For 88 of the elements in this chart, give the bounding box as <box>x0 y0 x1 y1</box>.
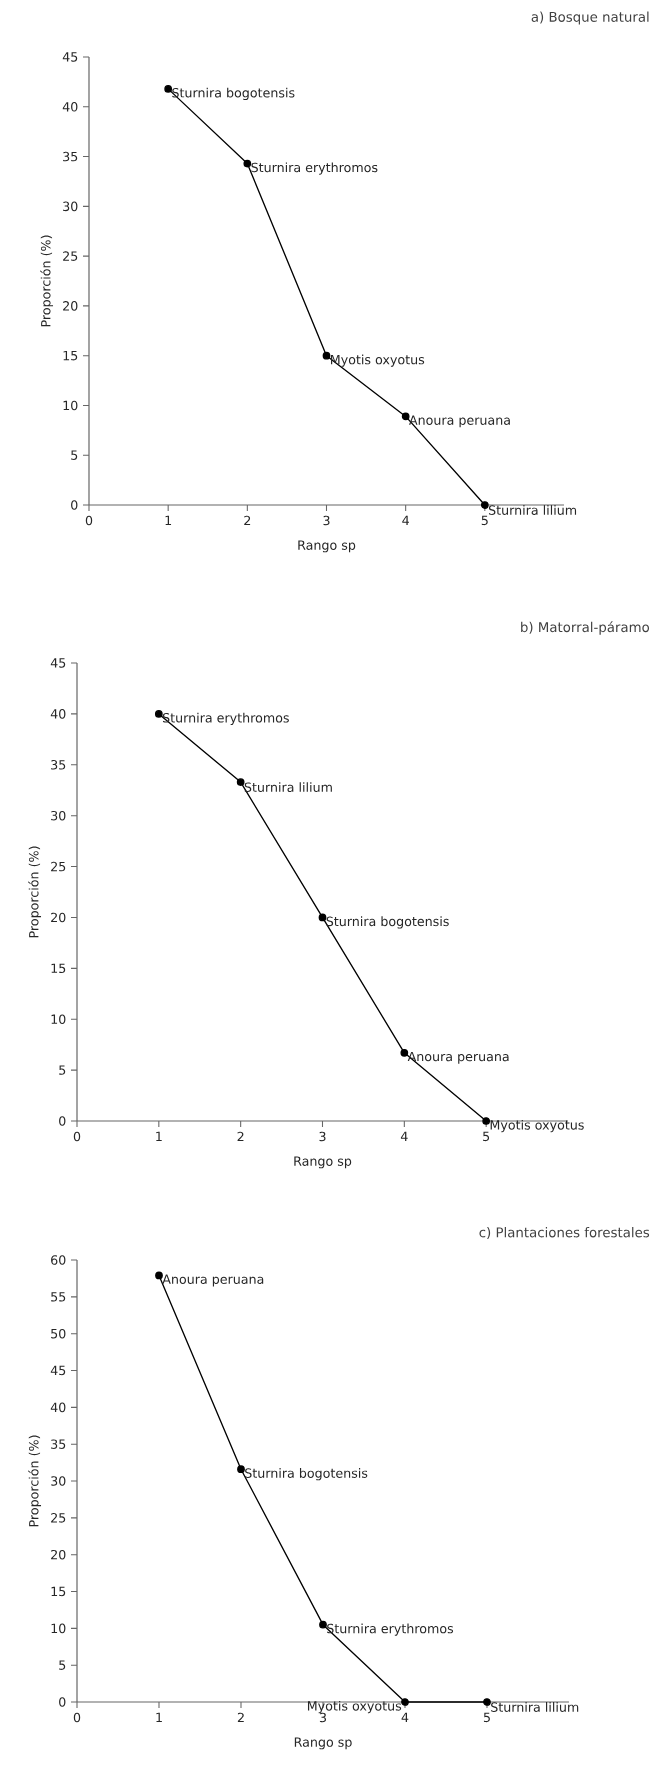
y-tick-label: 60 <box>51 1255 66 1265</box>
y-tick-label: 15 <box>63 350 78 361</box>
annotation: Anoura peruana <box>409 415 510 428</box>
x-tick-label: 5 <box>483 1131 490 1142</box>
y-tick-label: 35 <box>51 760 66 770</box>
annotation: Sturnira lilium <box>488 505 577 515</box>
point <box>482 1117 491 1125</box>
x-axis-title: Rango sp <box>294 1156 352 1169</box>
x-tick-label: 2 <box>237 1131 244 1142</box>
x-tick-label: 1 <box>156 1131 162 1141</box>
y-tick-label: 15 <box>51 1586 66 1597</box>
y-axis-title: Proporción (%) <box>28 846 42 938</box>
x-tick-label: 5 <box>481 515 488 526</box>
point <box>237 1465 245 1474</box>
annotation: Sturnira erythromos <box>162 712 289 726</box>
y-tick-label: 5 <box>59 1065 66 1075</box>
y-tick-label: 30 <box>63 201 78 212</box>
x-axis-title: Rango sp <box>298 540 356 553</box>
y-tick-label: 25 <box>51 861 66 872</box>
x-tick-label: 5 <box>483 1712 490 1723</box>
annotation: Sturnira erythromos <box>251 162 378 175</box>
point <box>480 501 489 509</box>
point <box>155 1271 163 1280</box>
x-tick-label: 3 <box>319 1712 327 1723</box>
x-tick-label: 4 <box>401 1712 409 1722</box>
y-tick-label: 20 <box>63 301 78 311</box>
annotation: Sturnira bogotensis <box>245 1468 368 1481</box>
annotation: Sturnira erythromos <box>327 1623 454 1636</box>
y-axis-title: Proporción (%) <box>28 1435 42 1527</box>
x-tick-label: 1 <box>165 515 172 525</box>
x-tick-label: 4 <box>402 515 409 525</box>
x-tick-label: 2 <box>244 515 251 526</box>
y-tick-label: 25 <box>63 251 78 261</box>
point <box>483 1698 491 1706</box>
annotation: Anoura peruana <box>407 1051 509 1064</box>
chart-title: c) Plantaciones forestales <box>479 1227 650 1239</box>
y-tick-label: 40 <box>50 1402 66 1413</box>
point <box>318 913 327 922</box>
point <box>401 1698 409 1706</box>
y-tick-label: 10 <box>51 1014 66 1025</box>
y-tick-label: 50 <box>51 1328 66 1339</box>
chart-title: a) Bosque natural <box>531 11 649 25</box>
y-tick-label: 45 <box>62 52 78 62</box>
point <box>401 412 410 421</box>
y-tick-label: 55 <box>51 1292 66 1302</box>
annotation: Sturnira bogotensis <box>172 87 295 101</box>
y-tick-label: 10 <box>63 400 78 411</box>
y-tick-label: 0 <box>59 1697 66 1707</box>
annotation: Myotis oxyotus <box>490 1119 584 1133</box>
annotation: Anoura peruana <box>162 1274 264 1287</box>
y-tick-label: 5 <box>71 450 78 460</box>
point <box>322 351 331 360</box>
y-tick-label: 5 <box>59 1660 66 1670</box>
y-tick-label: 30 <box>51 810 66 821</box>
annotation: Sturnira bogotensis <box>326 916 449 929</box>
y-tick-label: 40 <box>62 102 78 112</box>
x-tick-label: 3 <box>323 515 330 526</box>
x-tick-label: 0 <box>85 515 93 526</box>
annotation: Sturnira lilium <box>244 782 332 793</box>
y-tick-label: 40 <box>50 709 66 719</box>
y-tick-label: 30 <box>51 1476 66 1486</box>
y-tick-label: 20 <box>51 912 66 923</box>
y-tick-label: 0 <box>71 500 78 510</box>
point <box>154 710 163 718</box>
x-tick-label: 2 <box>237 1712 244 1723</box>
y-tick-label: 45 <box>50 1365 66 1376</box>
chart-title: b) Matorral-páramo <box>521 621 650 635</box>
y-tick-label: 35 <box>51 1439 66 1449</box>
x-tick-label: 4 <box>400 1131 408 1141</box>
x-tick-label: 3 <box>319 1131 326 1142</box>
annotation: Myotis oxyotus <box>307 1700 402 1714</box>
y-tick-label: 15 <box>51 963 66 974</box>
annotation: Sturnira lilium <box>491 1702 579 1712</box>
point <box>164 85 173 93</box>
annotation: Myotis oxyotus <box>331 354 425 367</box>
y-axis-title: Proporción (%) <box>40 235 54 327</box>
y-tick-label: 20 <box>51 1549 66 1560</box>
x-tick-label: 1 <box>156 1712 162 1722</box>
point <box>236 778 245 786</box>
y-tick-label: 10 <box>51 1623 66 1634</box>
x-axis-title: Rango sp <box>294 1737 352 1750</box>
point <box>319 1620 327 1629</box>
y-tick-label: 35 <box>63 151 78 162</box>
point <box>243 159 252 168</box>
y-tick-label: 25 <box>51 1513 66 1523</box>
y-tick-label: 45 <box>50 658 66 668</box>
point <box>400 1048 409 1057</box>
y-tick-label: 0 <box>59 1116 66 1126</box>
